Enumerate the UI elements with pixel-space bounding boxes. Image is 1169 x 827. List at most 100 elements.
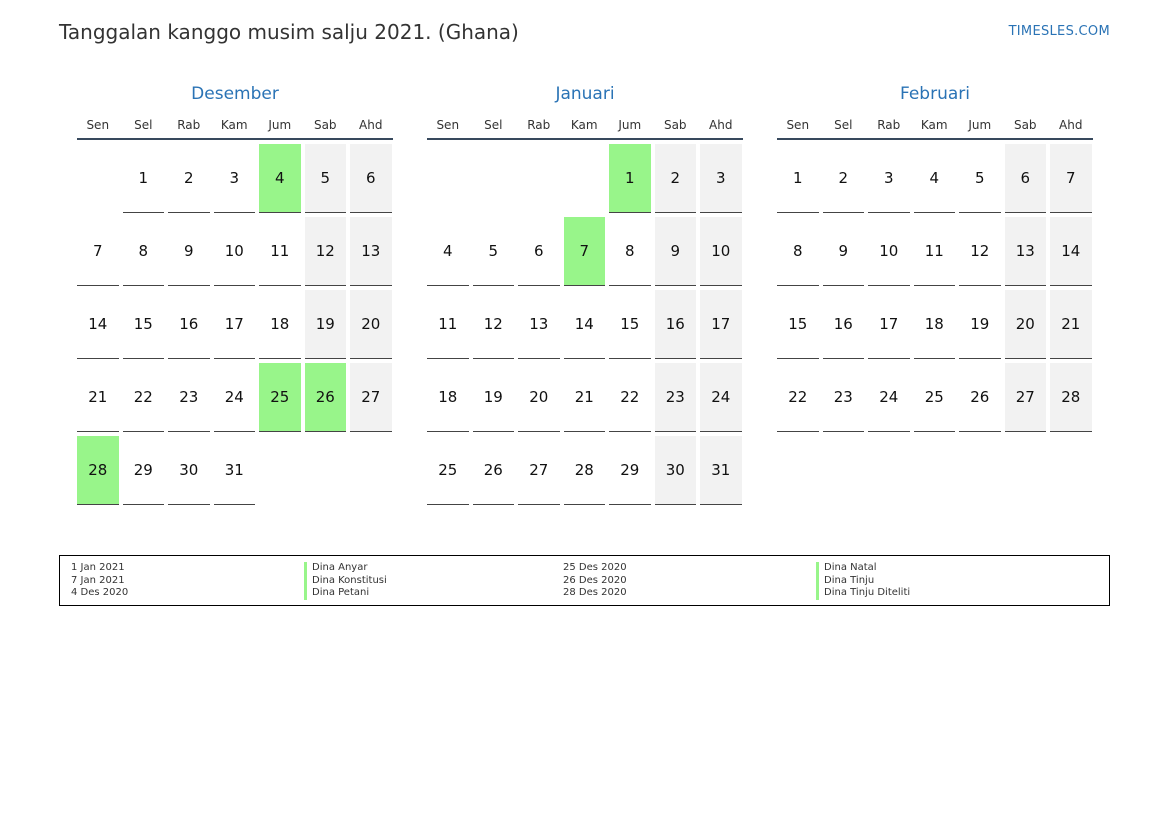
day-cell[interactable]: 2 xyxy=(168,144,210,213)
holiday-day-cell[interactable]: 1 xyxy=(609,144,651,213)
day-cell[interactable]: 5 xyxy=(472,217,514,286)
day-cell[interactable]: 10 xyxy=(868,217,910,286)
day-cell[interactable]: 3 xyxy=(700,144,742,213)
day-cell[interactable]: 14 xyxy=(563,290,605,359)
day-cell[interactable]: 21 xyxy=(1050,290,1092,359)
day-cell[interactable]: 28 xyxy=(1050,363,1092,432)
day-cell[interactable]: 9 xyxy=(168,217,210,286)
day-cell[interactable]: 29 xyxy=(122,436,164,505)
day-cell[interactable]: 2 xyxy=(654,144,696,213)
day-cell[interactable]: 17 xyxy=(700,290,742,359)
day-cell[interactable]: 23 xyxy=(654,363,696,432)
day-cell[interactable]: 6 xyxy=(1004,144,1046,213)
holiday-day-cell[interactable]: 25 xyxy=(259,363,301,432)
day-cell[interactable]: 10 xyxy=(700,217,742,286)
day-cell[interactable]: 2 xyxy=(822,144,864,213)
day-cell[interactable]: 31 xyxy=(213,436,255,505)
day-cell[interactable]: 27 xyxy=(1004,363,1046,432)
day-cell[interactable]: 18 xyxy=(427,363,469,432)
day-cell[interactable]: 21 xyxy=(563,363,605,432)
day-cell[interactable]: 24 xyxy=(868,363,910,432)
day-cell[interactable]: 9 xyxy=(822,217,864,286)
day-cell[interactable]: 25 xyxy=(913,363,955,432)
day-cell[interactable]: 17 xyxy=(868,290,910,359)
day-cell[interactable]: 28 xyxy=(563,436,605,505)
day-cell[interactable]: 9 xyxy=(654,217,696,286)
month-title: Januari xyxy=(555,84,615,104)
day-cell[interactable]: 7 xyxy=(1050,144,1092,213)
holiday-day-cell[interactable]: 26 xyxy=(304,363,346,432)
day-cell[interactable]: 24 xyxy=(213,363,255,432)
day-cell[interactable]: 23 xyxy=(168,363,210,432)
day-cell[interactable]: 10 xyxy=(213,217,255,286)
day-cell[interactable]: 22 xyxy=(777,363,819,432)
day-cell[interactable]: 24 xyxy=(700,363,742,432)
day-cell[interactable]: 12 xyxy=(959,217,1001,286)
day-cell[interactable]: 27 xyxy=(350,363,392,432)
day-cell[interactable]: 8 xyxy=(777,217,819,286)
day-cell[interactable]: 6 xyxy=(350,144,392,213)
day-cell[interactable]: 11 xyxy=(427,290,469,359)
empty-day-cell xyxy=(427,144,469,213)
day-cell[interactable]: 16 xyxy=(654,290,696,359)
day-cell[interactable]: 3 xyxy=(213,144,255,213)
day-cell[interactable]: 12 xyxy=(472,290,514,359)
day-cell[interactable]: 3 xyxy=(868,144,910,213)
day-cell[interactable]: 21 xyxy=(77,363,119,432)
day-cell[interactable]: 15 xyxy=(777,290,819,359)
day-cell[interactable]: 20 xyxy=(518,363,560,432)
day-cell[interactable]: 20 xyxy=(1004,290,1046,359)
day-cell[interactable]: 4 xyxy=(427,217,469,286)
day-cell[interactable]: 16 xyxy=(822,290,864,359)
day-cell[interactable]: 30 xyxy=(168,436,210,505)
day-cell[interactable]: 19 xyxy=(472,363,514,432)
day-cell[interactable]: 17 xyxy=(213,290,255,359)
day-cell[interactable]: 11 xyxy=(259,217,301,286)
day-cell[interactable]: 13 xyxy=(350,217,392,286)
holiday-day-cell[interactable]: 7 xyxy=(563,217,605,286)
day-cell[interactable]: 15 xyxy=(609,290,651,359)
day-cell[interactable]: 19 xyxy=(959,290,1001,359)
day-cell[interactable]: 27 xyxy=(518,436,560,505)
day-cell[interactable]: 26 xyxy=(959,363,1001,432)
site-link[interactable]: TIMESLES.COM xyxy=(1008,24,1110,39)
day-cell[interactable]: 18 xyxy=(259,290,301,359)
weekday-label: Kam xyxy=(920,118,948,132)
day-cell[interactable]: 31 xyxy=(700,436,742,505)
day-cell[interactable]: 13 xyxy=(1004,217,1046,286)
day-cell[interactable]: 23 xyxy=(822,363,864,432)
holiday-day-cell[interactable]: 28 xyxy=(77,436,119,505)
day-cell[interactable]: 6 xyxy=(518,217,560,286)
day-cell[interactable]: 25 xyxy=(427,436,469,505)
legend-dates-col-2: 25 Des 2020 26 Des 2020 28 Des 2020 xyxy=(563,562,627,600)
day-cell[interactable]: 12 xyxy=(304,217,346,286)
day-cell[interactable]: 26 xyxy=(472,436,514,505)
legend-date: 1 Jan 2021 xyxy=(71,562,125,573)
day-cell[interactable]: 16 xyxy=(168,290,210,359)
day-cell[interactable]: 22 xyxy=(609,363,651,432)
day-cell[interactable]: 8 xyxy=(609,217,651,286)
day-cell[interactable]: 8 xyxy=(122,217,164,286)
day-cell[interactable]: 1 xyxy=(122,144,164,213)
day-cell[interactable]: 7 xyxy=(77,217,119,286)
day-cell[interactable]: 1 xyxy=(777,144,819,213)
empty-day-cell xyxy=(473,144,515,213)
day-cell[interactable]: 4 xyxy=(913,144,955,213)
day-cell[interactable]: 5 xyxy=(304,144,346,213)
day-cell[interactable]: 5 xyxy=(959,144,1001,213)
day-cell[interactable]: 14 xyxy=(77,290,119,359)
day-cell[interactable]: 19 xyxy=(304,290,346,359)
weekday-label: Sel xyxy=(834,118,853,132)
day-cell[interactable]: 18 xyxy=(913,290,955,359)
day-cell[interactable]: 22 xyxy=(122,363,164,432)
day-cell[interactable]: 15 xyxy=(122,290,164,359)
holiday-day-cell[interactable]: 4 xyxy=(259,144,301,213)
day-cell[interactable]: 29 xyxy=(609,436,651,505)
day-cell[interactable]: 11 xyxy=(913,217,955,286)
weekday-label: Sen xyxy=(786,118,810,132)
day-cell[interactable]: 20 xyxy=(350,290,392,359)
day-cell[interactable]: 14 xyxy=(1050,217,1092,286)
day-cell[interactable]: 13 xyxy=(518,290,560,359)
day-cell[interactable]: 30 xyxy=(654,436,696,505)
